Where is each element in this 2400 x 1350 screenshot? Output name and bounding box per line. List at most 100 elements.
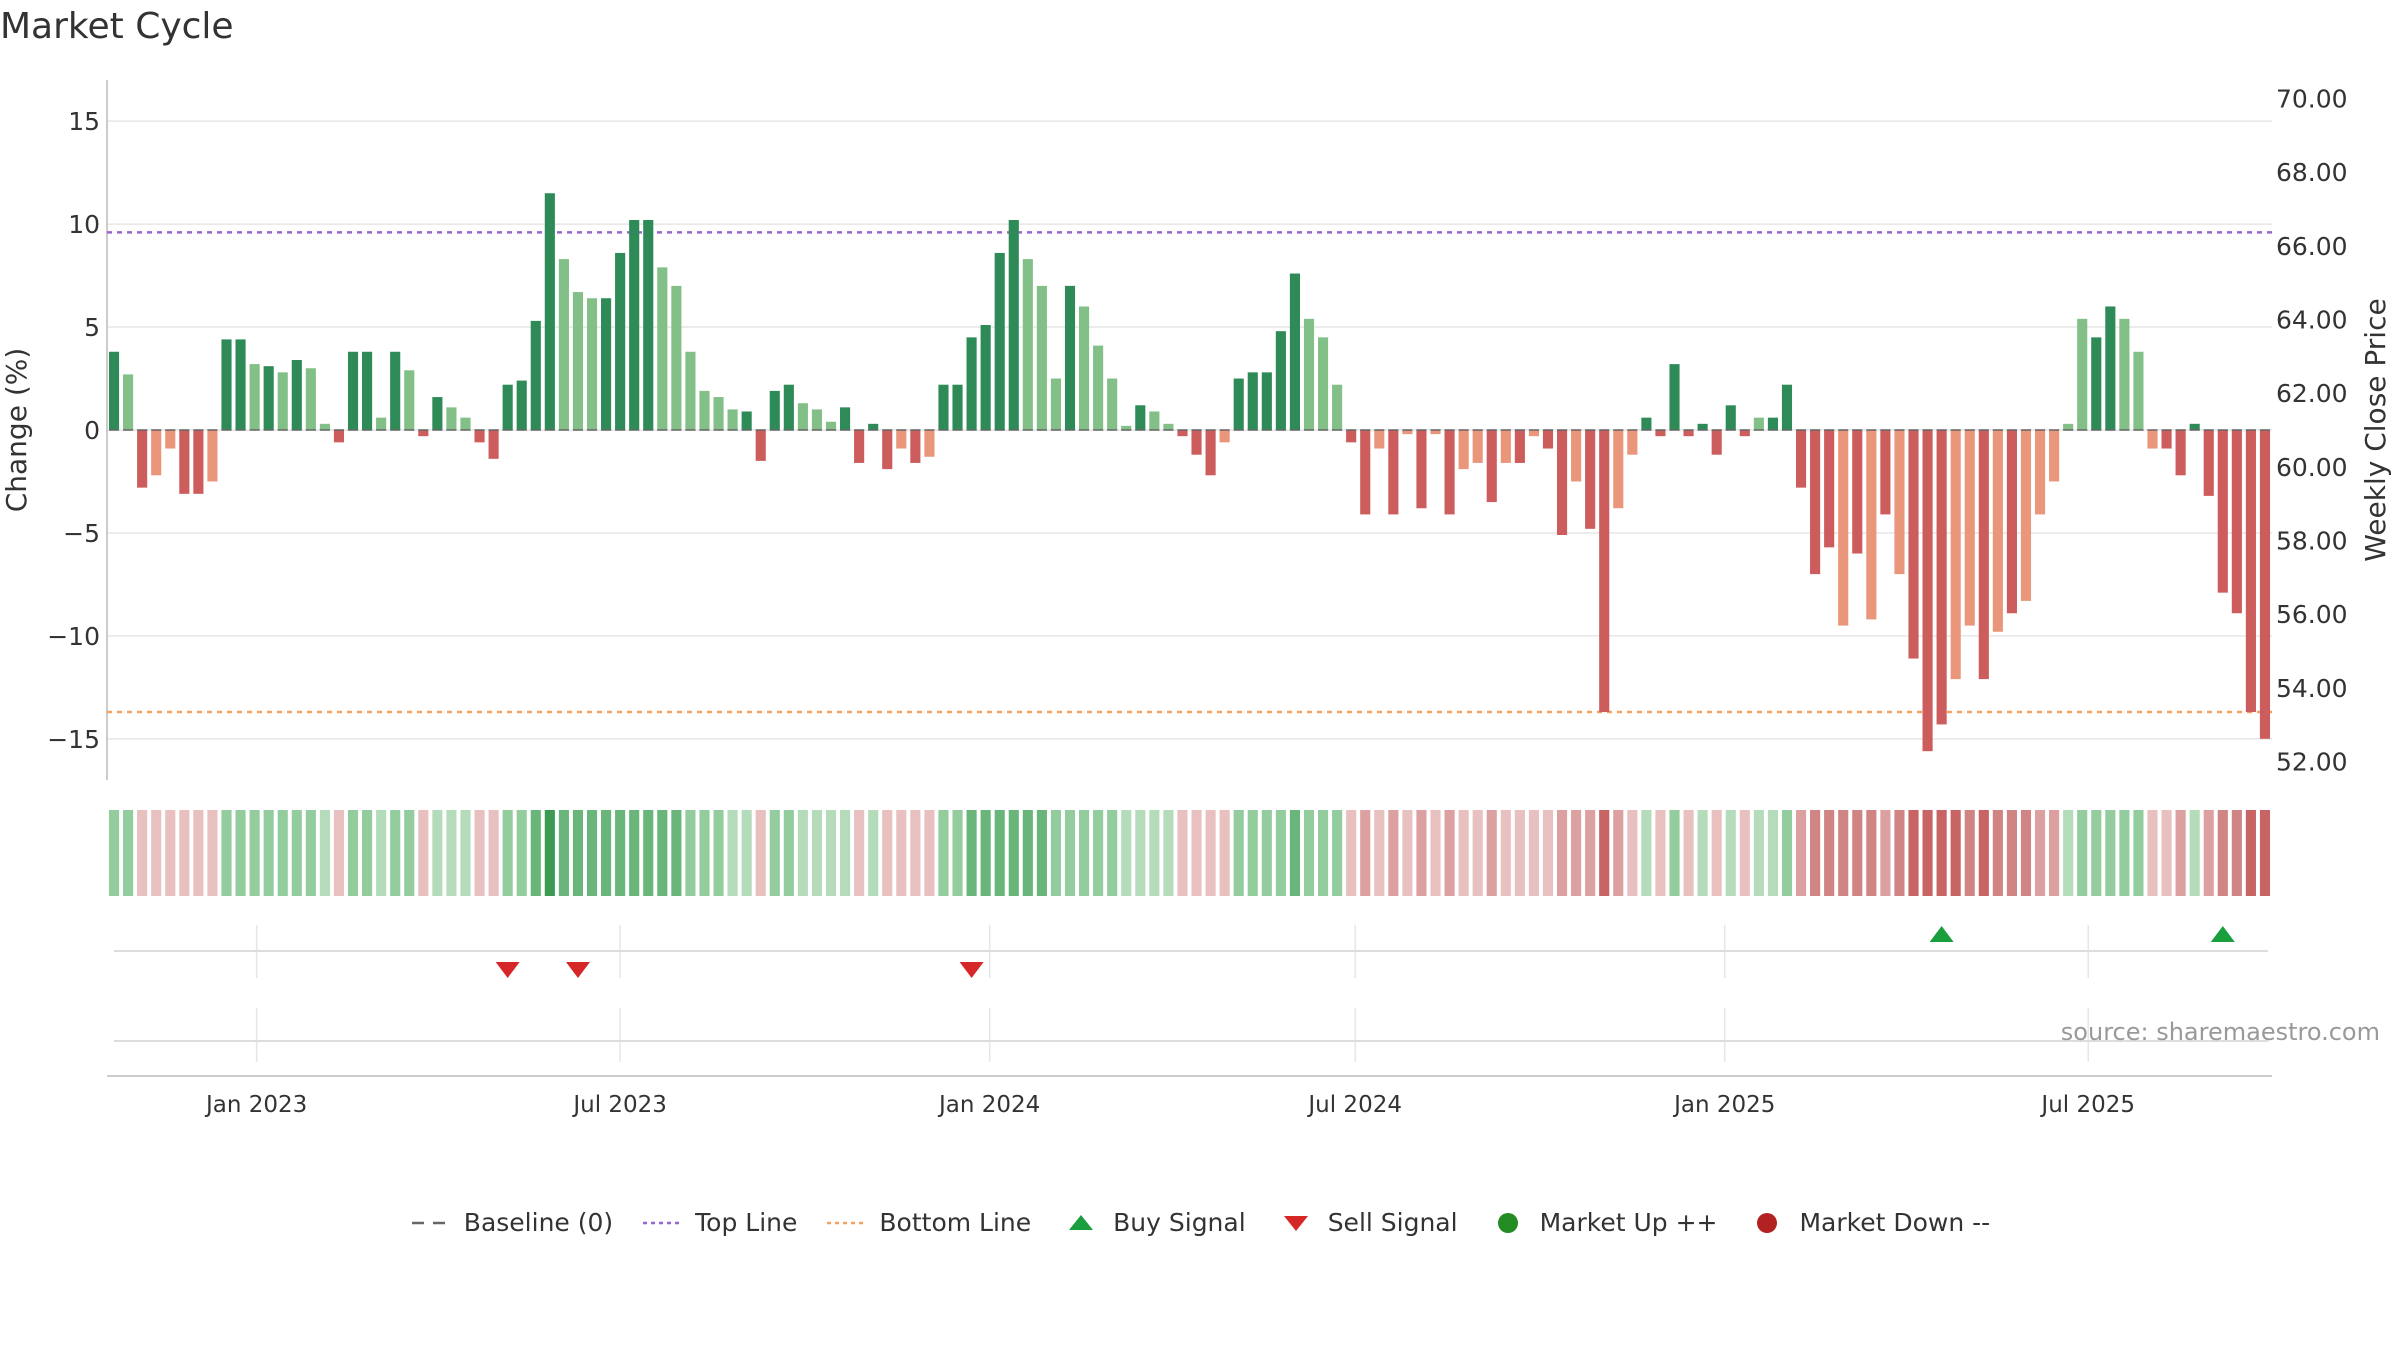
bar <box>291 360 302 430</box>
heat-cell <box>1711 810 1722 896</box>
legend-item-buy: Buy Signal <box>1059 1208 1246 1237</box>
bar <box>671 285 682 430</box>
bar <box>1978 430 1989 680</box>
heat-cell <box>966 810 977 896</box>
bar <box>1936 430 1947 725</box>
y2-tick-label: 62.00 <box>2276 379 2348 408</box>
heat-cell <box>277 810 288 896</box>
heat-cell <box>2175 810 2186 896</box>
bar <box>137 430 148 488</box>
y2-tick-label: 64.00 <box>2276 305 2348 334</box>
heat-cell <box>1050 810 1062 896</box>
bar <box>643 220 654 430</box>
bar <box>2020 430 2032 601</box>
legend-label: Buy Signal <box>1113 1208 1246 1237</box>
bar <box>2231 430 2242 614</box>
bar <box>502 384 513 430</box>
bar <box>1585 430 1596 529</box>
bar <box>418 430 429 437</box>
heat-cell <box>319 810 330 896</box>
heat-cell <box>882 810 893 896</box>
y-tick-label: 5 <box>84 313 100 342</box>
bar <box>1332 384 1343 430</box>
bar <box>2189 423 2200 430</box>
bar <box>2133 351 2144 430</box>
heat-cell <box>123 810 134 896</box>
heat-cell <box>825 810 837 896</box>
heat-cell <box>1472 810 1483 896</box>
bar <box>2217 430 2228 593</box>
bar <box>544 193 555 430</box>
y2-tick-label: 60.00 <box>2276 453 2348 482</box>
bar <box>1289 273 1300 430</box>
bar <box>896 430 907 449</box>
x-tick-label: Jul 2024 <box>1306 1092 1402 1118</box>
heat-cell <box>685 810 696 896</box>
bar <box>1486 430 1497 503</box>
heat-cell <box>1599 810 1610 896</box>
heat-cell <box>1528 810 1539 896</box>
bar <box>994 252 1005 430</box>
bar <box>629 220 640 430</box>
bar <box>1810 430 1821 575</box>
bar <box>1528 430 1539 437</box>
legend-item-baseline: Baseline (0) <box>410 1208 613 1237</box>
heat-cell <box>432 810 443 896</box>
heat-cell <box>2049 810 2060 896</box>
bar <box>1725 405 1736 430</box>
heat-cell <box>1936 810 1947 896</box>
bar <box>446 407 457 430</box>
legend-label: Top Line <box>695 1208 798 1237</box>
heat-cell <box>1810 810 1821 896</box>
heat-cell <box>1894 810 1905 896</box>
bar <box>1992 430 2003 632</box>
heat-cell <box>1950 810 1961 896</box>
heat-cell <box>713 810 724 896</box>
y2-tick-label: 54.00 <box>2276 674 2348 703</box>
bar <box>2203 430 2214 496</box>
bar <box>1458 430 1469 470</box>
heat-cell <box>1444 810 1455 896</box>
bar <box>1908 430 1919 659</box>
bar <box>811 409 823 430</box>
heat-cell <box>811 810 823 896</box>
y-tick-label: 15 <box>68 107 100 136</box>
bar <box>1233 378 1244 430</box>
bar <box>1669 364 1680 430</box>
y-tick-label: −15 <box>47 725 100 754</box>
bar <box>755 430 766 461</box>
heat-cell <box>249 810 260 896</box>
bar <box>1261 372 1272 430</box>
heat-cell <box>2091 810 2102 896</box>
buy-signal-marker <box>1929 926 1954 942</box>
source-label: source: sharemaestro.com <box>2061 1018 2380 1046</box>
bar <box>1838 430 1849 626</box>
heat-cell <box>1781 810 1793 896</box>
legend-symbol-dot-purple <box>641 1211 685 1235</box>
bar <box>1121 425 1132 430</box>
bar <box>783 384 794 430</box>
bar <box>1866 430 1877 620</box>
bar <box>319 423 330 430</box>
bar <box>1697 423 1708 430</box>
bar <box>2105 306 2116 430</box>
heat-cell <box>1247 810 1258 896</box>
heat-cell <box>769 810 780 896</box>
y2-tick-label: 56.00 <box>2276 600 2348 629</box>
heat-cell <box>1908 810 1919 896</box>
heat-strip <box>108 810 2271 896</box>
heat-cell <box>572 810 584 896</box>
bar <box>347 351 359 430</box>
legend-item-bottom-line: Bottom Line <box>825 1208 1031 1237</box>
heat-cell <box>544 810 555 896</box>
bar <box>868 423 879 430</box>
bar <box>1177 430 1188 437</box>
heat-cell <box>1683 810 1694 896</box>
bar <box>432 397 443 430</box>
y2-tick-label: 70.00 <box>2276 84 2348 113</box>
legend-symbol-dot-red <box>1745 1211 1789 1235</box>
bar <box>1303 318 1315 430</box>
bar <box>404 370 415 430</box>
heat-cell <box>1022 810 1033 896</box>
bar <box>1149 411 1160 430</box>
